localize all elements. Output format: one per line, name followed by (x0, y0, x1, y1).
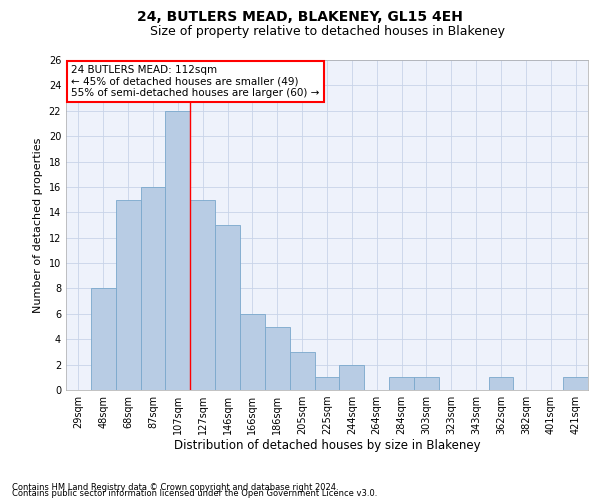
Bar (265, 326, 290, 390)
X-axis label: Distribution of detached houses by size in Blakeney: Distribution of detached houses by size … (173, 438, 481, 452)
Bar (488, 378, 514, 390)
Bar (140, 187, 166, 390)
Bar (563, 378, 588, 390)
Bar (116, 200, 140, 390)
Bar (340, 364, 364, 390)
Bar (190, 200, 215, 390)
Bar (290, 352, 314, 390)
Bar (215, 225, 240, 390)
Bar (414, 378, 439, 390)
Text: 24 BUTLERS MEAD: 112sqm
← 45% of detached houses are smaller (49)
55% of semi-de: 24 BUTLERS MEAD: 112sqm ← 45% of detache… (71, 65, 320, 98)
Text: Contains public sector information licensed under the Open Government Licence v3: Contains public sector information licen… (12, 490, 377, 498)
Bar (166, 111, 190, 390)
Text: Contains HM Land Registry data © Crown copyright and database right 2024.: Contains HM Land Registry data © Crown c… (12, 484, 338, 492)
Bar (240, 314, 265, 390)
Y-axis label: Number of detached properties: Number of detached properties (33, 138, 43, 312)
Bar (91, 288, 116, 390)
Title: Size of property relative to detached houses in Blakeney: Size of property relative to detached ho… (149, 25, 505, 38)
Bar (314, 378, 340, 390)
Text: 24, BUTLERS MEAD, BLAKENEY, GL15 4EH: 24, BUTLERS MEAD, BLAKENEY, GL15 4EH (137, 10, 463, 24)
Bar (389, 378, 414, 390)
